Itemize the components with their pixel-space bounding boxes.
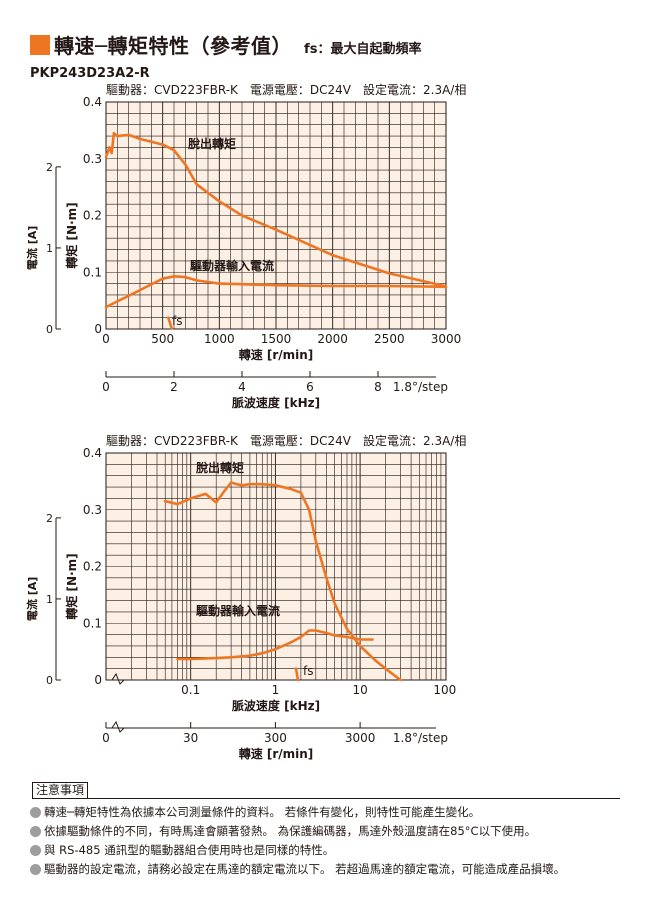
bullet-icon	[30, 826, 41, 837]
y-tick-label: 0.2	[83, 209, 102, 223]
note-item: 依據驅動條件的不同，有時馬達會顯著發熱。 為保護編碼器，馬達外殼溫度請在85°C…	[30, 822, 565, 841]
x2-unit-label: 1.8°/step	[393, 380, 448, 394]
x-tick-label: 1	[272, 683, 280, 697]
series-line-0	[163, 481, 402, 682]
x-tick-label: 2000	[317, 332, 348, 346]
x2-tick-label: 0	[102, 380, 110, 394]
y2-tick-label: 1	[46, 593, 53, 606]
x2-tick-label: 3000	[345, 731, 376, 745]
y2-tick-label: 1	[46, 242, 53, 255]
y-tick-label: 0.1	[83, 265, 102, 279]
x-tick-label: 3000	[431, 332, 462, 346]
x-tick-label: 2500	[374, 332, 405, 346]
y2-tick-label: 2	[46, 512, 53, 525]
x-tick-label: 1500	[261, 332, 292, 346]
series-label: 驅動器輸入電流	[190, 258, 274, 273]
y2-axis-label: 電流 [A]	[25, 577, 39, 621]
series-label: 脫出轉矩	[196, 460, 244, 475]
x2-axis-label: 轉速 [r/min]	[239, 746, 314, 761]
series-line-1	[176, 629, 374, 661]
x2-tick-label: 0	[102, 731, 110, 745]
series-label: 脫出轉矩	[188, 136, 236, 151]
x-tick-label: 500	[151, 332, 174, 346]
axis-break-icon	[111, 672, 125, 685]
series-line-2	[294, 667, 300, 682]
plot-frame	[105, 452, 447, 681]
x2-tick-label: 6	[306, 380, 314, 394]
x2-tick-label: 4	[238, 380, 246, 394]
x-tick-label: 0	[102, 332, 110, 346]
notes-heading: 注意事項	[32, 782, 89, 799]
y-axis-label: 轉矩 [N·m]	[64, 553, 79, 619]
x2-tick-label: 2	[170, 380, 178, 394]
y2-tick-label: 2	[46, 161, 53, 174]
series-label: 驅動器輸入電流	[196, 603, 280, 618]
bullet-icon	[30, 807, 41, 818]
x-tick-label: 1000	[204, 332, 235, 346]
y-axis-label: 轉矩 [N·m]	[64, 202, 79, 268]
y-tick-label: 0.4	[83, 95, 102, 109]
x2-tick-label: 300	[264, 731, 287, 745]
title-row: 轉速─轉矩特性（參考值） fs：最大自起動頻率	[30, 30, 421, 59]
x2-axis-label: 脈波速度 [kHz]	[232, 395, 320, 410]
y-tick-label: 0.4	[83, 446, 102, 460]
chart-log: 驅動器：CVD223FBR-K 電源電壓：DC24V 設定電流：2.3A/相 0 0…	[25, 433, 466, 761]
plot-frame	[105, 101, 447, 330]
series-line-1	[104, 275, 448, 309]
x-tick-label: 10	[352, 683, 367, 697]
chart-linear: 驅動器：CVD223FBR-K 電源電壓：DC24V 設定電流：2.3A/相00…	[25, 82, 466, 410]
page-subtitle: fs：最大自起動頻率	[304, 42, 422, 57]
bullet-icon	[30, 864, 41, 875]
y-tick-label: 0	[94, 322, 102, 336]
y2-tick-label: 0	[46, 323, 53, 336]
y-tick-label: 0.1	[83, 616, 102, 630]
series-label: fs	[172, 314, 182, 328]
x-tick-label: 100	[433, 683, 456, 697]
chart-conditions: 驅動器：CVD223FBR-K 電源電壓：DC24V 設定電流：2.3A/相	[106, 433, 466, 448]
x-tick-label: 0.1	[181, 683, 200, 697]
model-number: PKP243D23A2-R	[30, 66, 150, 81]
x-axis-label: 轉速 [r/min]	[239, 347, 314, 362]
bullet-icon	[30, 845, 41, 856]
notes-list: 轉速─轉矩特性為依據本公司測量條件的資料。 若條件有變化，則特性可能產生變化。 …	[30, 803, 565, 879]
page-title: 轉速─轉矩特性（參考值）	[54, 34, 293, 58]
series-line-0	[104, 131, 448, 288]
note-item: 驅動器的設定電流，請務必設定在馬達的額定電流以下。 若超過馬達的額定電流，可能造…	[30, 860, 565, 879]
x-axis-label: 脈波速度 [kHz]	[232, 698, 320, 713]
notes-divider	[32, 798, 620, 799]
y-tick-label: 0.3	[83, 152, 102, 166]
x2-tick-label: 8	[374, 380, 382, 394]
series-line-2	[167, 316, 173, 330]
y2-axis-label: 電流 [A]	[25, 226, 39, 270]
y2-tick-label: 0	[46, 674, 53, 687]
series-label: fs	[303, 664, 313, 678]
x2-tick-label: 30	[183, 731, 198, 745]
y-tick-label: 0.2	[83, 560, 102, 574]
y-tick-label: 0	[94, 673, 102, 687]
x2-unit-label: 1.8°/step	[393, 731, 448, 745]
chart-conditions: 驅動器：CVD223FBR-K 電源電壓：DC24V 設定電流：2.3A/相	[106, 82, 466, 97]
note-item: 與 RS-485 通訊型的驅動器組合使用時也是同樣的特性。	[30, 841, 565, 860]
y-tick-label: 0.3	[83, 503, 102, 517]
axis-break-icon	[111, 720, 125, 733]
note-item: 轉速─轉矩特性為依據本公司測量條件的資料。 若條件有變化，則特性可能產生變化。	[30, 803, 565, 822]
title-marker-icon	[30, 34, 50, 55]
